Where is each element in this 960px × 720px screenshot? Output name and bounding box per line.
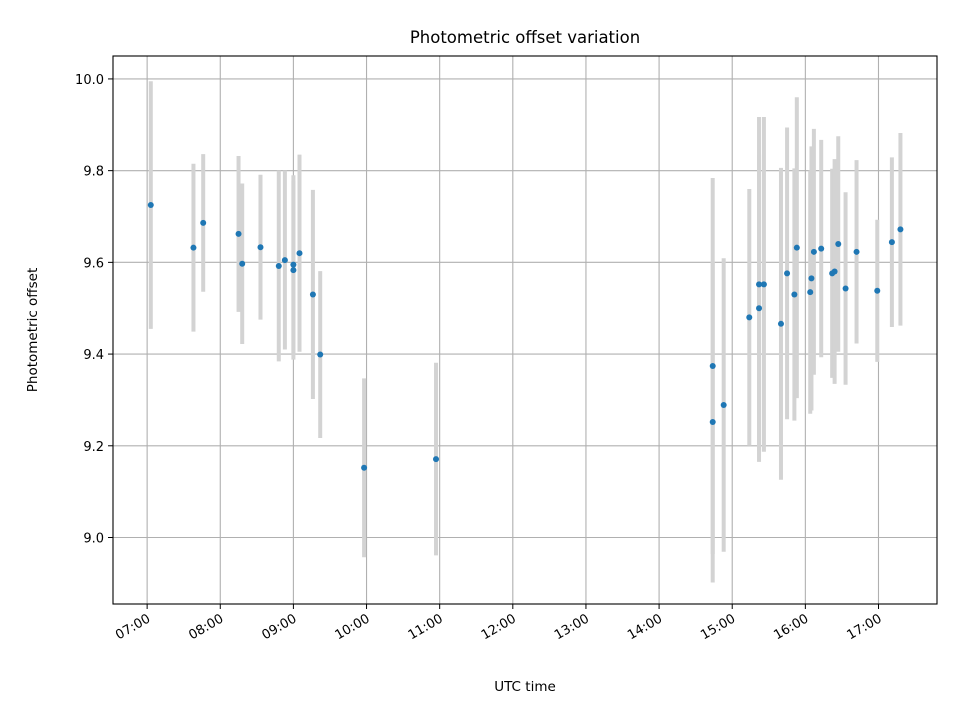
y-tick-label: 9.4 (83, 348, 104, 363)
data-point (190, 244, 197, 251)
data-point (290, 261, 297, 268)
grid-lines (113, 56, 937, 604)
data-point (290, 267, 297, 274)
x-axis-label: UTC time (494, 679, 556, 695)
x-tick-label: 10:00 (333, 611, 373, 643)
data-point (361, 464, 368, 471)
y-tick-label: 9.0 (83, 532, 104, 547)
data-point (756, 281, 763, 288)
y-tick-label: 9.2 (83, 440, 104, 455)
data-point (888, 239, 895, 246)
data-point (275, 263, 282, 270)
plot-frame (112, 55, 938, 605)
data-point (842, 285, 849, 292)
x-tick-label: 15:00 (698, 611, 738, 643)
x-tick-label: 11:00 (406, 611, 446, 643)
data-point (235, 230, 242, 237)
data-point (709, 362, 716, 369)
data-point (874, 287, 881, 294)
data-point (281, 257, 288, 264)
error-bars (148, 81, 903, 583)
data-point (709, 418, 716, 425)
chart-title: Photometric offset variation (410, 28, 640, 47)
data-point (239, 260, 246, 267)
x-tick-label: 09:00 (259, 611, 299, 643)
data-point (818, 245, 825, 252)
x-tick-label: 16:00 (771, 611, 811, 643)
data-point (791, 291, 798, 298)
data-point (296, 250, 303, 257)
y-tick-label: 10.0 (75, 73, 104, 88)
y-tick-label: 9.8 (83, 165, 104, 180)
data-point (433, 456, 440, 463)
data-point (831, 268, 838, 275)
data-point (784, 270, 791, 277)
x-tick-label: 13:00 (552, 611, 592, 643)
data-point (746, 314, 753, 321)
data-point (853, 248, 860, 255)
x-tick-label: 14:00 (625, 611, 665, 643)
data-point (810, 248, 817, 255)
y-tick-label: 9.6 (83, 256, 104, 271)
data-point (147, 202, 154, 209)
x-tick-label: 08:00 (186, 611, 226, 643)
data-point (720, 401, 727, 408)
data-point (777, 320, 784, 327)
data-point (807, 289, 814, 296)
data-point (808, 275, 815, 282)
data-point (309, 291, 316, 298)
data-point (897, 226, 904, 233)
data-points (147, 202, 904, 471)
x-tick-label: 17:00 (845, 611, 885, 643)
data-point (756, 305, 763, 312)
y-axis-label: Photometric offset (25, 268, 41, 392)
data-point (200, 219, 207, 226)
data-point (835, 241, 842, 248)
data-point (317, 351, 324, 358)
data-point (760, 281, 767, 288)
x-tick-label: 12:00 (479, 611, 519, 643)
x-tick-label: 07:00 (113, 611, 153, 643)
data-point (793, 244, 800, 251)
data-point (257, 244, 264, 251)
